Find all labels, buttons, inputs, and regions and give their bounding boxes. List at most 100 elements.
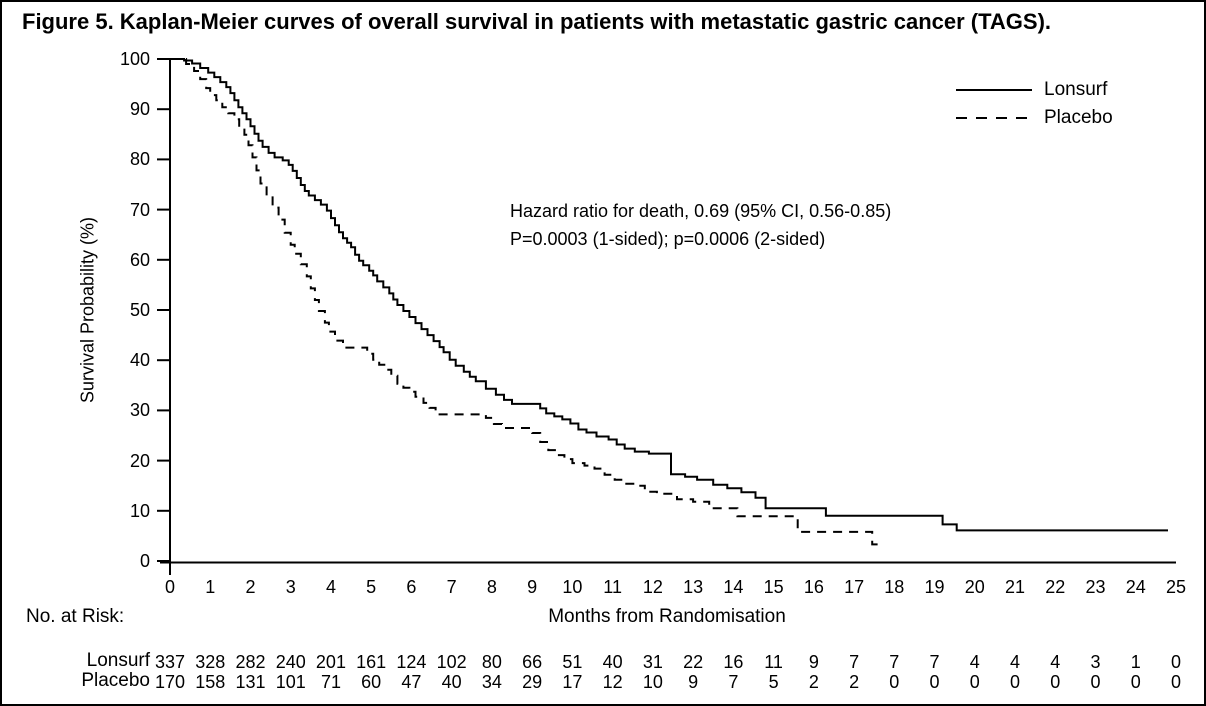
y-tick-label: 40 bbox=[129, 350, 150, 371]
risk-value: 4 bbox=[1050, 652, 1061, 672]
risk-value: 2 bbox=[849, 672, 860, 692]
risk-value: 102 bbox=[436, 652, 467, 672]
x-tick-label: 12 bbox=[642, 577, 663, 597]
risk-value: 71 bbox=[320, 672, 341, 692]
curve-placebo bbox=[170, 58, 883, 546]
risk-value: 11 bbox=[764, 652, 783, 672]
y-tick-label: 30 bbox=[129, 400, 150, 421]
y-tick-label: 50 bbox=[129, 300, 150, 320]
risk-value: 101 bbox=[275, 672, 306, 692]
hazard-ratio-text: Hazard ratio for death, 0.69 (95% CI, 0.… bbox=[510, 201, 892, 221]
x-tick-label: 20 bbox=[964, 577, 985, 597]
risk-value: 201 bbox=[315, 652, 346, 672]
risk-value: 0 bbox=[889, 672, 900, 692]
y-tick-label: 20 bbox=[129, 450, 150, 471]
dashed-line-sample-icon bbox=[954, 104, 1034, 132]
x-tick-label: 17 bbox=[844, 577, 865, 597]
risk-value: 47 bbox=[401, 672, 422, 692]
risk-value: 12 bbox=[602, 672, 623, 692]
annotation-block: Hazard ratio for death, 0.69 (95% CI, 0.… bbox=[510, 197, 891, 253]
x-tick-label: 2 bbox=[245, 577, 256, 597]
x-tick-label: 11 bbox=[603, 577, 622, 597]
y-axis-title: Survival Probability (%) bbox=[77, 216, 98, 404]
risk-value: 34 bbox=[481, 672, 502, 692]
x-tick-label: 3 bbox=[285, 577, 296, 597]
x-tick-label: 4 bbox=[325, 577, 336, 597]
y-tick-label: 10 bbox=[129, 500, 150, 521]
risk-value: 3 bbox=[1090, 652, 1101, 672]
risk-value: 1 bbox=[1130, 652, 1141, 672]
risk-value: 4 bbox=[1010, 652, 1021, 672]
risk-value: 240 bbox=[275, 652, 306, 672]
risk-row-label-lonsurf: Lonsurf bbox=[86, 650, 150, 671]
risk-value: 10 bbox=[642, 672, 663, 692]
y-tick-label: 60 bbox=[129, 249, 150, 270]
risk-value: 282 bbox=[235, 652, 266, 672]
x-axis-title: Months from Randomisation bbox=[548, 606, 786, 627]
risk-value: 16 bbox=[723, 652, 744, 672]
risk-value: 131 bbox=[235, 672, 266, 692]
x-tick-label: 24 bbox=[1125, 577, 1146, 597]
x-tick-label: 5 bbox=[366, 577, 377, 597]
risk-value: 31 bbox=[642, 652, 663, 672]
risk-value: 328 bbox=[195, 652, 226, 672]
x-tick-label: 19 bbox=[924, 577, 945, 597]
risk-value: 0 bbox=[1010, 672, 1021, 692]
y-tick-label: 90 bbox=[129, 99, 150, 120]
risk-value: 158 bbox=[195, 672, 226, 692]
legend-item-placebo: Placebo bbox=[954, 104, 1113, 132]
x-tick-label: 1 bbox=[205, 577, 216, 597]
risk-value: 40 bbox=[602, 652, 623, 672]
risk-value: 7 bbox=[728, 672, 739, 692]
figure-title: Figure 5. Kaplan-Meier curves of overall… bbox=[22, 9, 1052, 34]
y-tick-label: 70 bbox=[129, 199, 150, 220]
risk-value: 0 bbox=[1170, 652, 1181, 672]
risk-value: 60 bbox=[361, 672, 382, 692]
risk-value: 0 bbox=[1050, 672, 1061, 692]
risk-value: 124 bbox=[396, 652, 427, 672]
risk-value: 40 bbox=[441, 672, 462, 692]
y-tick-label: 0 bbox=[139, 551, 150, 571]
x-tick-label: 14 bbox=[723, 577, 744, 597]
risk-value: 0 bbox=[1130, 672, 1141, 692]
risk-value: 9 bbox=[688, 672, 699, 692]
x-tick-label: 15 bbox=[763, 577, 784, 597]
x-tick-label: 10 bbox=[562, 577, 583, 597]
risk-value: 66 bbox=[522, 652, 543, 672]
x-tick-label: 8 bbox=[486, 577, 497, 597]
x-tick-label: 13 bbox=[683, 577, 704, 597]
risk-value: 17 bbox=[562, 672, 583, 692]
risk-value: 2 bbox=[808, 672, 819, 692]
risk-value: 7 bbox=[889, 652, 900, 672]
legend-label-lonsurf: Lonsurf bbox=[1044, 79, 1108, 100]
risk-row-label-placebo: Placebo bbox=[81, 670, 150, 691]
risk-value: 0 bbox=[929, 672, 940, 692]
x-tick-label: 16 bbox=[803, 577, 824, 597]
risk-value: 7 bbox=[929, 652, 940, 672]
legend-label-placebo: Placebo bbox=[1044, 107, 1113, 128]
risk-value: 29 bbox=[522, 672, 543, 692]
p-value-text: P=0.0003 (1-sided); p=0.0006 (2-sided) bbox=[510, 229, 826, 249]
legend-item-lonsurf: Lonsurf bbox=[954, 76, 1113, 104]
x-tick-label: 6 bbox=[406, 577, 417, 597]
risk-value: 0 bbox=[1090, 672, 1101, 692]
legend: Lonsurf Placebo bbox=[954, 76, 1113, 132]
x-tick-label: 23 bbox=[1085, 577, 1106, 597]
x-tick-label: 7 bbox=[446, 577, 457, 597]
x-tick-label: 25 bbox=[1165, 577, 1187, 597]
risk-value: 161 bbox=[356, 652, 387, 672]
risk-value: 9 bbox=[808, 652, 819, 672]
x-tick-label: 0 bbox=[164, 577, 175, 597]
risk-value: 7 bbox=[849, 652, 860, 672]
y-tick-label: 80 bbox=[129, 149, 150, 170]
x-tick-label: 21 bbox=[1005, 577, 1026, 597]
risk-value: 51 bbox=[562, 652, 583, 672]
x-tick-label: 18 bbox=[884, 577, 905, 597]
risk-value: 170 bbox=[154, 672, 186, 692]
risk-value: 5 bbox=[768, 672, 779, 692]
solid-line-sample-icon bbox=[954, 76, 1034, 104]
risk-value: 80 bbox=[481, 652, 502, 672]
risk-value: 22 bbox=[683, 652, 704, 672]
risk-value: 0 bbox=[969, 672, 980, 692]
